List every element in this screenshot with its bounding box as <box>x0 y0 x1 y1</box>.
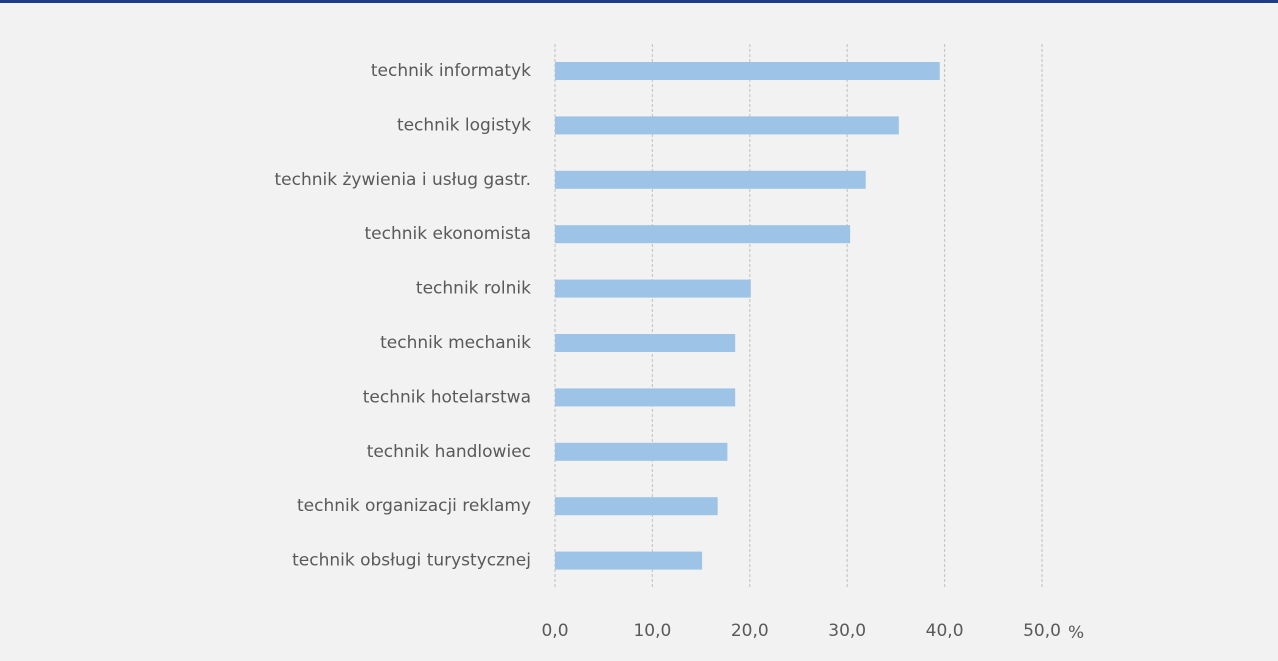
y-tick-label: technik rolnik <box>416 279 531 299</box>
y-tick-label: technik logistyk <box>397 115 531 135</box>
y-tick-label: technik handlowiec <box>367 442 531 462</box>
bar <box>555 497 718 516</box>
bar <box>555 170 866 189</box>
bar <box>555 334 736 352</box>
x-tick-label: 20,0 <box>731 621 769 641</box>
bar <box>555 116 899 135</box>
x-tick-label: 30,0 <box>828 621 866 641</box>
y-tick-label: technik hotelarstwa <box>363 387 531 407</box>
y-tick-label: technik żywienia i usług gastr. <box>274 170 531 190</box>
bar <box>555 388 736 407</box>
y-tick-label: technik ekonomista <box>365 224 532 244</box>
y-tick-label: technik mechanik <box>380 333 531 353</box>
x-unit: % <box>1068 623 1084 643</box>
y-tick-label: technik organizacji reklamy <box>297 496 531 516</box>
bar <box>555 279 751 298</box>
bar <box>555 551 703 570</box>
x-tick-label: 50,0 <box>1023 621 1061 641</box>
x-tick-label: 40,0 <box>926 621 964 641</box>
x-tick-label: 0,0 <box>541 621 568 641</box>
top-border <box>0 0 1278 3</box>
bar <box>555 225 851 244</box>
y-tick-label: technik obsługi turystycznej <box>292 551 531 571</box>
bar <box>555 442 728 461</box>
y-tick-label: technik informatyk <box>371 61 531 81</box>
bar <box>555 62 940 80</box>
x-tick-label: 10,0 <box>633 621 671 641</box>
